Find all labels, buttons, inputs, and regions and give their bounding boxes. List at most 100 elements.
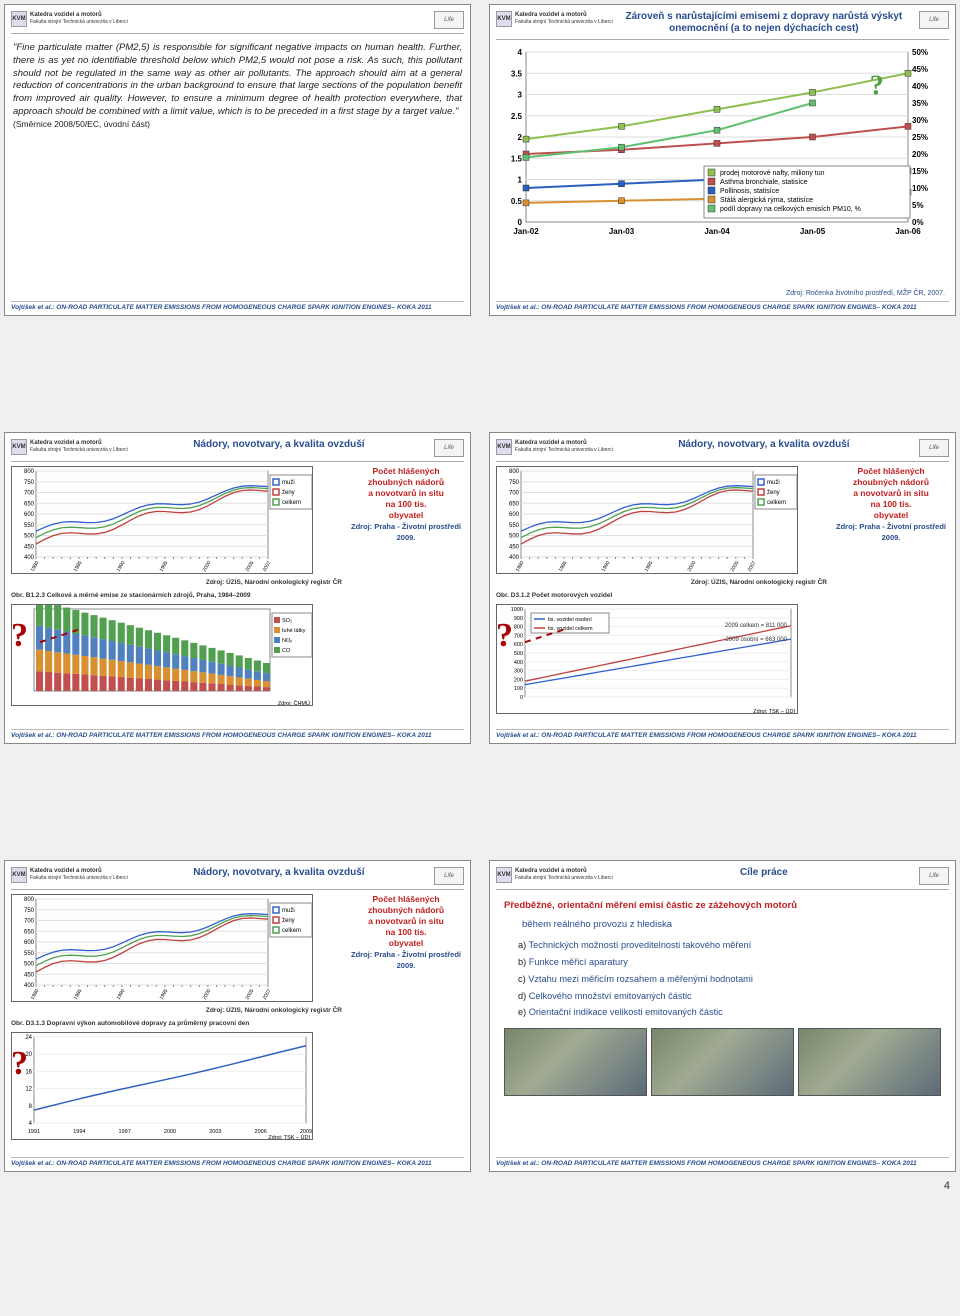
- svg-text:Jan-05: Jan-05: [800, 227, 826, 236]
- svg-text:0%: 0%: [912, 218, 924, 227]
- slide2-title: Zároveň s narůstajícími emisemi z doprav…: [617, 11, 911, 35]
- slide5-title: Nádory, novotvary, a kvalita ovzduší: [132, 867, 426, 879]
- svg-text:8: 8: [29, 1104, 33, 1110]
- svg-text:tis. vozidel osobní: tis. vozidel osobní: [548, 617, 592, 623]
- quote-ref: (Směrnice 2008/50/EC, úvodní část): [13, 119, 150, 129]
- svg-text:Zdroj: TSK – ÚDI: Zdroj: TSK – ÚDI: [753, 708, 795, 714]
- slide4-title: Nádory, novotvary, a kvalita ovzduší: [617, 439, 911, 451]
- slide-5: KVMKatedra vozidel a motorůFakulta stroj…: [4, 860, 471, 1172]
- logo-left: KVMKatedra vozidel a motorůFakulta stroj…: [11, 439, 128, 455]
- svg-text:2005: 2005: [730, 560, 741, 573]
- slide-header: KVMKatedra vozidel a motorůFakulta stroj…: [496, 439, 949, 462]
- svg-text:1991: 1991: [28, 1129, 40, 1135]
- svg-text:500: 500: [514, 651, 523, 657]
- svg-text:600: 600: [24, 940, 35, 946]
- goals-body: Předběžné, orientační měření emisí části…: [496, 894, 949, 1100]
- svg-text:20%: 20%: [912, 150, 928, 159]
- svg-text:2005: 2005: [245, 988, 256, 1001]
- svg-text:Zdroj: TSK – ÚDI: Zdroj: TSK – ÚDI: [268, 1134, 310, 1140]
- svg-text:2.5: 2.5: [511, 112, 523, 121]
- svg-text:2000: 2000: [164, 1129, 176, 1135]
- svg-text:450: 450: [24, 544, 35, 550]
- photo-1: [504, 1028, 647, 1096]
- slide2-chart: 00.511.522.533.540%5%10%15%20%25%30%35%4…: [496, 44, 949, 274]
- logo-right: Life: [434, 439, 464, 457]
- svg-text:muži: muži: [282, 480, 295, 486]
- goal-item: d) Celkového množství emitovaných částic: [518, 989, 941, 1004]
- question-mark: ?: [11, 1045, 28, 1083]
- logo-sub: Fakulta strojní Technická univerzita v L…: [30, 19, 128, 25]
- svg-text:900: 900: [514, 616, 523, 622]
- svg-text:2003: 2003: [209, 1129, 221, 1135]
- svg-text:1985: 1985: [73, 988, 84, 1001]
- photo-3: [798, 1028, 941, 1096]
- svg-text:800: 800: [509, 469, 520, 475]
- logo-icon: KVM: [496, 11, 512, 27]
- slide1-body: "Fine particulate matter (PM2,5) is resp…: [11, 38, 464, 136]
- chart-caption: Obr. D3.1.2 Počet motorových vozidel: [496, 591, 827, 600]
- svg-text:700: 700: [514, 633, 523, 639]
- svg-text:800: 800: [514, 625, 523, 631]
- svg-text:750: 750: [24, 908, 35, 914]
- photo-2: [651, 1028, 794, 1096]
- logo-left: KVMKatedra vozidel a motorůFakulta stroj…: [496, 439, 613, 455]
- svg-text:SO₂: SO₂: [282, 618, 292, 624]
- transport-chart: 48121620241991199419972000200320062009Zd…: [11, 1032, 313, 1140]
- svg-text:1985: 1985: [73, 560, 84, 573]
- chart-src: Zdroj: ÚZIS, Národní onkologický registr…: [11, 1006, 342, 1015]
- emissions-chart: SO₂tuhé látkyNOₓCOZdroj: ČHMÚ: [11, 604, 313, 706]
- svg-text:35%: 35%: [912, 99, 928, 108]
- svg-text:2: 2: [518, 133, 523, 142]
- svg-text:celkem: celkem: [282, 928, 301, 934]
- svg-text:45%: 45%: [912, 65, 928, 74]
- slide6-title: Cíle práce: [617, 867, 911, 879]
- svg-text:2000: 2000: [687, 560, 698, 573]
- svg-text:2007: 2007: [747, 560, 758, 573]
- svg-text:450: 450: [24, 972, 35, 978]
- svg-text:2007: 2007: [262, 560, 273, 573]
- svg-text:550: 550: [509, 523, 520, 529]
- slide-footer: Vojtíšek et al.: ON-ROAD PARTICULATE MAT…: [496, 729, 949, 739]
- slide-1: KVM Katedra vozidel a motorůFakulta stro…: [4, 4, 471, 316]
- svg-text:1980: 1980: [515, 560, 526, 573]
- svg-text:2006: 2006: [255, 1129, 267, 1135]
- svg-text:ženy: ženy: [282, 490, 295, 496]
- logo-left: KVMKatedra vozidel a motorůFakulta stroj…: [11, 867, 128, 883]
- svg-text:5%: 5%: [912, 201, 924, 210]
- svg-text:600: 600: [514, 642, 523, 648]
- slide-footer: Vojtíšek et al.: ON-ROAD PARTICULATE MAT…: [496, 1157, 949, 1167]
- tumor-info-box: Počet hlášených zhoubných nádorů a novot…: [348, 894, 464, 971]
- svg-text:1980: 1980: [30, 560, 41, 573]
- svg-text:Zdroj: ČHMÚ: Zdroj: ČHMÚ: [278, 700, 310, 706]
- chart-caption: Obr. D3.1.3 Dopravní výkon automobilové …: [11, 1019, 342, 1028]
- svg-text:750: 750: [509, 480, 520, 486]
- tumor-chart-top: 4004505005506006507007508001980198519901…: [11, 894, 313, 1002]
- svg-text:1995: 1995: [644, 560, 655, 573]
- svg-text:700: 700: [24, 491, 35, 497]
- svg-text:ženy: ženy: [767, 490, 780, 496]
- logo-title: Katedra vozidel a motorů: [515, 12, 587, 18]
- svg-text:400: 400: [24, 555, 35, 561]
- tumor-chart-top: 4004505005506006507007508001980198519901…: [496, 466, 798, 574]
- svg-text:ženy: ženy: [282, 918, 295, 924]
- svg-text:1994: 1994: [73, 1129, 85, 1135]
- chart-src: Zdroj: ÚZIS, Národní onkologický registr…: [496, 578, 827, 587]
- svg-text:650: 650: [24, 501, 35, 507]
- svg-text:4: 4: [29, 1121, 33, 1127]
- slide-footer: Vojtíšek et al.: ON-ROAD PARTICULATE MAT…: [11, 729, 464, 739]
- svg-text:300: 300: [514, 669, 523, 675]
- svg-text:1995: 1995: [159, 560, 170, 573]
- photo-row: [504, 1028, 941, 1096]
- svg-text:24: 24: [25, 1035, 32, 1041]
- logo-left: KVMKatedra vozidel a motorůFakulta stroj…: [496, 867, 613, 883]
- question-mark: ?: [496, 617, 513, 655]
- svg-text:celkem: celkem: [282, 500, 301, 506]
- goal-item: c) Vztahu mezi měřicím rozsahem a měřený…: [518, 972, 941, 987]
- svg-text:1990: 1990: [601, 560, 612, 573]
- svg-text:muži: muži: [767, 480, 780, 486]
- svg-text:650: 650: [24, 929, 35, 935]
- svg-text:500: 500: [24, 962, 35, 968]
- svg-text:400: 400: [24, 983, 35, 989]
- svg-text:3.5: 3.5: [511, 69, 523, 78]
- tumor-chart-top: 4004505005506006507007508001980198519901…: [11, 466, 313, 574]
